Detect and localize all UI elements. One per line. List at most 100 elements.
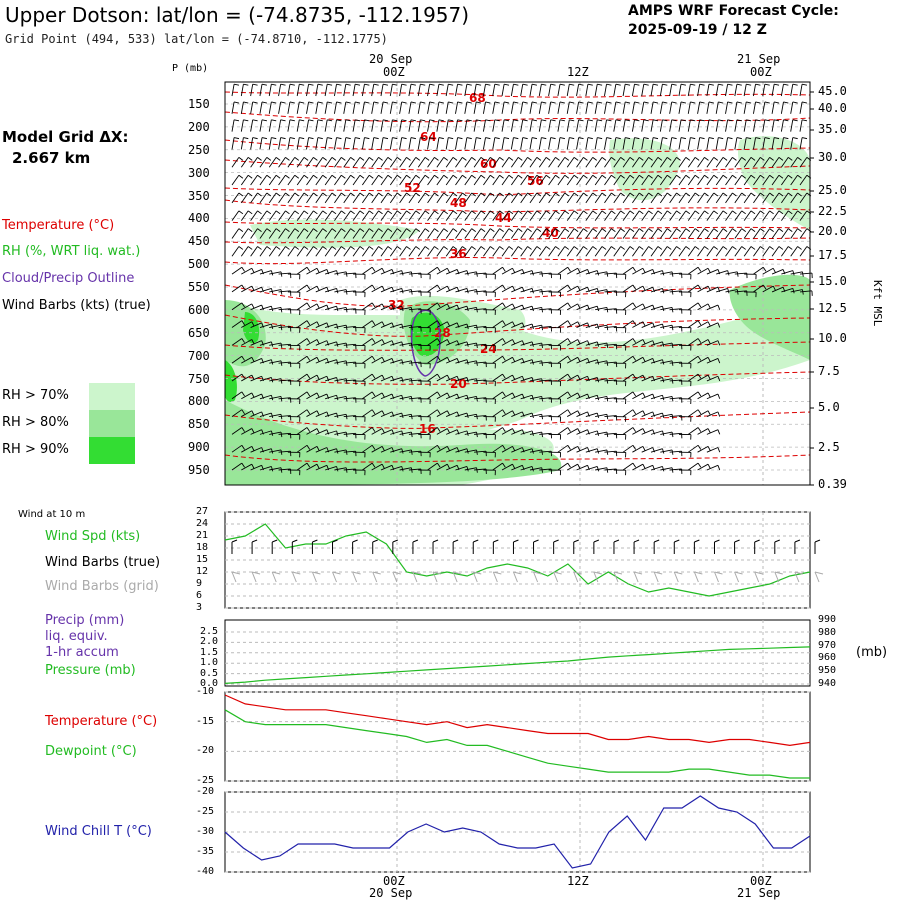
wind-barb xyxy=(483,228,491,239)
wind-barb-flag xyxy=(504,101,510,104)
wind-barb xyxy=(650,287,663,293)
temperature-contour-label: 28 xyxy=(434,326,451,340)
wind-barb xyxy=(688,462,699,471)
wind-barb xyxy=(343,84,347,97)
wind-barb xyxy=(259,305,272,311)
windchill-panel-frame xyxy=(224,791,811,873)
wind-barb-grid-flag xyxy=(774,571,783,575)
wind-barb-flag xyxy=(331,246,337,250)
wind-barb-flag xyxy=(573,210,579,215)
wind-barb xyxy=(715,157,724,168)
wind-barb xyxy=(324,448,337,453)
wind-barb xyxy=(278,432,291,435)
wind-barb-flag xyxy=(247,157,253,161)
wind-barb xyxy=(464,306,477,311)
wind-barb xyxy=(520,192,528,204)
wind-barb xyxy=(287,210,296,221)
wind-barb-grid-flag xyxy=(292,571,301,575)
wind-barb xyxy=(315,358,328,364)
wind-barb-flag xyxy=(316,268,320,273)
wind-barb-flag xyxy=(783,83,789,86)
wind-barb-flag xyxy=(406,174,411,179)
wind-barb xyxy=(296,246,305,257)
wind-barb xyxy=(669,432,682,435)
wind-barb xyxy=(240,119,244,132)
wind-barb xyxy=(585,394,598,400)
wind-barb-flag xyxy=(732,210,737,215)
wind-barb xyxy=(436,410,448,417)
wind-barb xyxy=(511,411,523,417)
wind-barb-flag xyxy=(350,246,355,250)
wind-barb-flag xyxy=(559,101,565,104)
wind-barb xyxy=(734,210,743,221)
top-date-2: 21 Sep xyxy=(737,52,781,66)
wind-barb xyxy=(427,462,438,471)
wind-barb-flag xyxy=(601,174,607,179)
wind-barb xyxy=(576,322,588,328)
wind-barb-flag xyxy=(448,119,454,122)
wind-barb-flag xyxy=(251,374,255,380)
pressure-tick-label: 960 xyxy=(818,652,837,664)
wind-barb xyxy=(659,228,668,239)
wind-barb-flag xyxy=(662,101,668,104)
wind-barb xyxy=(334,192,342,204)
wind-barb-flag xyxy=(769,228,774,232)
wind-barb-flag xyxy=(299,119,305,122)
wind-barb-flag xyxy=(578,83,584,86)
wind-barb-flag xyxy=(494,101,500,104)
wind-barb-flag xyxy=(625,137,631,140)
wind-barb-flag xyxy=(592,246,597,250)
wind-barb xyxy=(231,444,243,453)
wind-barb xyxy=(306,463,318,471)
wind-barb-flag xyxy=(243,119,249,122)
wind-barb-flag xyxy=(697,338,702,343)
dewpoint-label: Dewpoint (°C) xyxy=(45,744,137,759)
wind-barb-flag xyxy=(653,83,659,86)
wind-barb-flag xyxy=(632,266,637,272)
wind-barb xyxy=(604,326,617,328)
wind-barb-flag xyxy=(471,174,476,179)
height-tick-label: 12.5 xyxy=(818,301,847,315)
wind-barb xyxy=(250,192,258,204)
wind-barb xyxy=(473,101,477,114)
wind-barb xyxy=(715,101,719,114)
wind-barb-flag xyxy=(697,427,702,432)
wind-barb xyxy=(268,192,277,204)
wind-barb xyxy=(269,289,282,293)
wind-barb xyxy=(408,361,421,364)
wind-barb xyxy=(613,119,617,132)
wind-barb-flag xyxy=(676,157,681,161)
wind-barb-flag xyxy=(662,377,665,383)
wind-barb xyxy=(585,466,598,471)
wind-barb-flag xyxy=(508,157,514,161)
wind-barb-grid xyxy=(794,571,800,583)
wind-barb-flag xyxy=(371,302,376,308)
wind-barb-flag xyxy=(797,228,802,232)
wind-barb xyxy=(539,361,552,364)
wind-barb xyxy=(660,378,673,382)
wind-barb xyxy=(660,431,673,435)
wind-barb xyxy=(315,447,328,453)
wind-barb xyxy=(408,246,417,257)
wind-barb xyxy=(343,137,347,150)
wind-barb xyxy=(306,101,310,114)
wind-barb-flag xyxy=(592,210,597,215)
wind-barb-flag xyxy=(755,83,761,86)
wind-barb-grid-flag xyxy=(312,571,321,575)
wind-barb-flag xyxy=(261,101,268,104)
wind-barb xyxy=(501,84,505,97)
wind-barb xyxy=(259,137,263,150)
wind-barb-flag xyxy=(378,157,383,161)
wind-barb-flag xyxy=(306,320,311,326)
wind-barb-true-flag xyxy=(372,539,378,543)
wind-barb-flag xyxy=(531,137,538,140)
wind-barb-flag xyxy=(285,192,290,197)
wind-barb xyxy=(650,466,663,471)
wind-barb xyxy=(241,339,253,346)
wind-barb xyxy=(501,246,510,257)
wind-barb-flag xyxy=(436,320,441,326)
wind-barb xyxy=(538,246,547,257)
wind-barb xyxy=(296,355,308,364)
wind-barb-flag xyxy=(792,137,798,140)
wind-barb xyxy=(445,192,454,204)
